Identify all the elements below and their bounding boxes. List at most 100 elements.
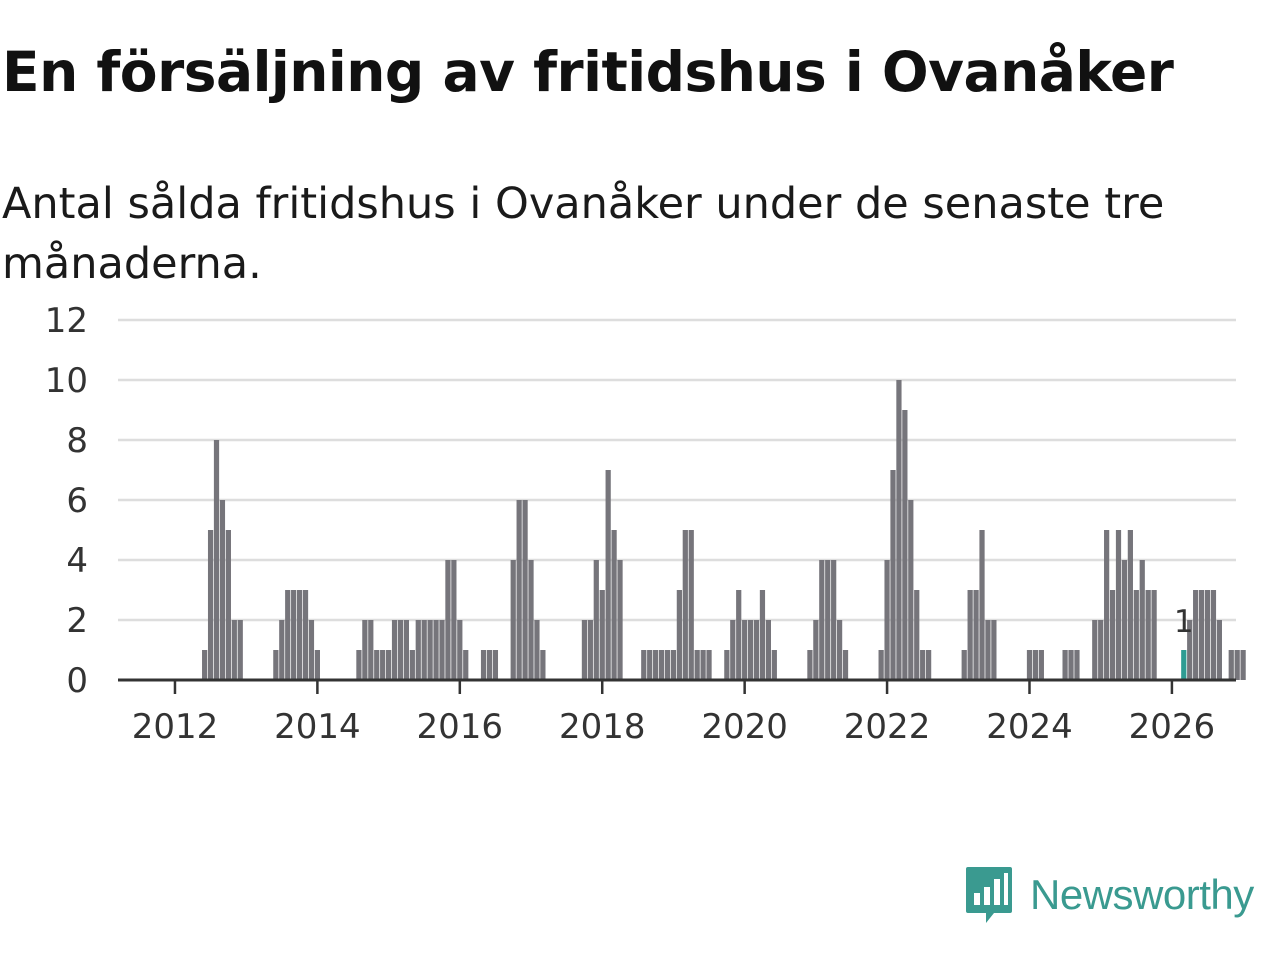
bar <box>1204 590 1211 680</box>
bar <box>694 650 700 680</box>
brand-name: Newsworthy <box>1030 871 1254 918</box>
bar <box>670 650 677 680</box>
bar <box>421 620 427 680</box>
bar <box>409 650 415 680</box>
bar <box>593 560 599 680</box>
bar <box>765 620 771 680</box>
bar <box>1127 530 1133 680</box>
bar <box>658 650 665 680</box>
bar <box>433 620 439 680</box>
bar <box>842 650 849 680</box>
bar <box>771 650 777 680</box>
x-tick-label: 2026 <box>1129 707 1216 747</box>
bar <box>403 620 410 680</box>
bar <box>528 560 534 680</box>
bar <box>664 650 671 680</box>
bar <box>587 620 593 680</box>
x-tick-label: 2014 <box>274 707 361 747</box>
bar <box>1145 590 1151 680</box>
bar <box>1121 560 1128 680</box>
bar <box>207 530 214 680</box>
bar <box>836 620 843 680</box>
bar <box>486 650 493 680</box>
chart-title: En försäljning av fritidshus i Ovanåker <box>2 40 1174 104</box>
bar <box>445 560 451 680</box>
bar <box>451 560 457 680</box>
x-tick-label: 2016 <box>417 707 504 747</box>
bar <box>213 440 220 680</box>
y-tick-label: 10 <box>45 361 88 401</box>
bar <box>979 530 985 680</box>
bar <box>1092 620 1098 680</box>
bar <box>605 470 611 680</box>
bar <box>1240 650 1246 680</box>
bar <box>653 650 659 680</box>
bar <box>1151 590 1157 680</box>
x-tick-label: 2018 <box>559 707 646 747</box>
bar <box>385 650 392 680</box>
bar <box>819 560 825 680</box>
bar <box>439 620 445 680</box>
bar <box>1038 650 1044 680</box>
x-tick-label: 2020 <box>701 707 788 747</box>
bar <box>825 560 831 680</box>
bar <box>878 650 884 680</box>
bar <box>463 650 469 680</box>
bar <box>231 620 237 680</box>
labels: 0 2 4 6 8 10 12 2012 2014 2016 2018 2020 2022 2024 202… <box>45 301 1215 747</box>
bar <box>391 620 398 680</box>
bar <box>457 620 463 680</box>
bar <box>920 650 926 680</box>
bar <box>700 650 706 680</box>
gridlines <box>118 318 1236 622</box>
bar <box>753 620 760 680</box>
bar <box>1098 620 1104 680</box>
bar <box>314 650 320 680</box>
bar <box>884 560 890 680</box>
bar <box>368 620 374 680</box>
bar <box>540 650 546 680</box>
bar <box>534 620 540 680</box>
bars <box>202 380 1246 680</box>
bar <box>397 620 404 680</box>
newsworthy-logo-icon <box>966 867 1012 923</box>
bar <box>807 650 813 680</box>
bar <box>902 410 908 680</box>
bar <box>991 620 997 680</box>
bar <box>641 650 647 680</box>
bar <box>427 620 433 680</box>
y-tick-label: 0 <box>66 661 88 701</box>
bar <box>285 590 291 680</box>
y-tick-label: 8 <box>66 421 88 461</box>
brand-logo: Newsworthy <box>964 864 1254 926</box>
bar <box>985 620 991 680</box>
axes <box>118 678 1236 694</box>
bar <box>1193 590 1199 680</box>
bar <box>599 590 605 680</box>
bar <box>1234 650 1240 680</box>
bar <box>961 650 967 680</box>
bar-highlight <box>1181 650 1187 680</box>
bar <box>1062 650 1068 680</box>
bar <box>510 560 516 680</box>
bar <box>617 560 623 680</box>
bar <box>380 650 386 680</box>
bar <box>237 620 243 680</box>
bar <box>759 590 766 680</box>
bar <box>302 590 309 680</box>
y-tick-label: 4 <box>66 541 88 581</box>
x-tick-label: 2022 <box>844 707 931 747</box>
bar <box>736 590 742 680</box>
bar <box>1210 590 1217 680</box>
bar <box>1068 650 1074 680</box>
bar <box>1109 590 1116 680</box>
y-tick-label: 6 <box>66 481 88 521</box>
bar <box>730 620 736 680</box>
bar <box>611 530 617 680</box>
bar <box>374 650 380 680</box>
bar <box>1074 650 1080 680</box>
bar <box>742 620 748 680</box>
bar <box>1104 530 1110 680</box>
bar <box>219 500 226 680</box>
